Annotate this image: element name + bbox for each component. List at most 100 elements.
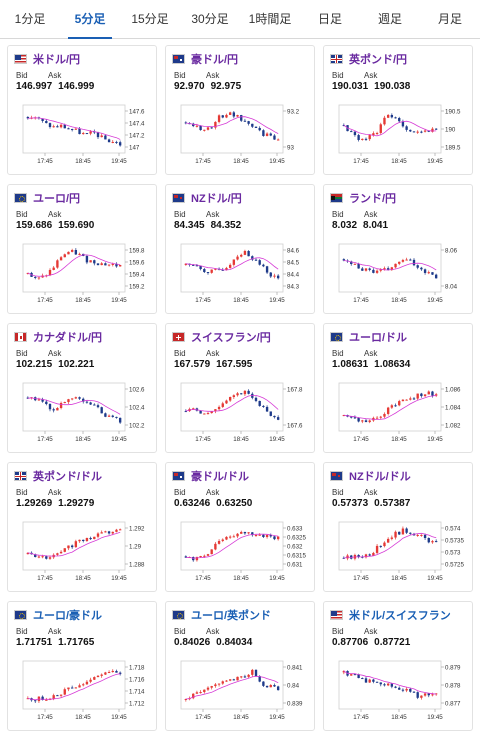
x-tick-label: 19:45 (427, 158, 443, 165)
tab-6[interactable]: 週足 (377, 12, 402, 26)
candle-up (221, 681, 224, 684)
rate-card[interactable]: スイスフラン/円 Bid Ask 167.579 167.595 167.8 167.6 17… (165, 323, 315, 453)
card-header: 豪ドル/ドル (172, 468, 249, 484)
candle-down (63, 124, 66, 129)
candlestick-chart[interactable]: 1.292 1.29 1.288 17:45 18:45 19:45 (13, 518, 151, 588)
rate-card[interactable]: カナダドル/円 Bid Ask 102.215 102.221 102.6 102.4 102… (7, 323, 157, 453)
rate-card[interactable]: 英ポンド/円 Bid Ask 190.031 190.038 190.5 190 189.5 1… (323, 45, 473, 175)
tab-2[interactable]: 15分足 (131, 12, 169, 26)
candlestick-chart[interactable]: 8.06 8.04 17:45 18:45 19:45 (329, 240, 467, 310)
candle-down (104, 263, 107, 266)
candle-down (41, 118, 44, 122)
quote-labels: Bid Ask (16, 488, 80, 497)
candle-down (269, 133, 272, 136)
candlestick-chart[interactable]: 147.6 147.4 147.2 147 17:45 18:45 19:45 (13, 101, 151, 171)
rate-card[interactable]: 米ドル/スイスフラン Bid Ask 0.87706 0.87721 0.879 0.878… (323, 601, 473, 731)
nz-flag-icon (172, 193, 185, 203)
rate-card[interactable]: NZドル/円 Bid Ask 84.345 84.352 84.6 84.5 84.4 84.3… (165, 184, 315, 314)
candlestick-chart[interactable]: 0.841 0.84 0.839 17:45 18:45 19:45 (171, 657, 309, 727)
x-tick-label: 17:45 (195, 714, 211, 721)
candle-up (104, 531, 107, 533)
candle-down (405, 528, 408, 533)
candle-down (394, 686, 397, 688)
eu-flag-icon (330, 332, 343, 342)
candle-down (409, 532, 412, 534)
candle-up (63, 689, 66, 695)
candle-down (409, 259, 412, 261)
pair-name[interactable]: ランド/円 (349, 193, 397, 205)
rate-card[interactable]: ユーロ/豪ドル Bid Ask 1.71751 1.71765 1.718 1.716 1.7… (7, 601, 157, 731)
candle-up (210, 686, 213, 688)
candlestick-chart[interactable]: 0.574 0.5735 0.573 0.5725 17:45 18:45 19:45 (329, 518, 467, 588)
tab-4[interactable]: 1時間足 (248, 12, 292, 26)
candlestick-chart[interactable]: 0.879 0.878 0.877 17:45 18:45 19:45 (329, 657, 467, 727)
quote-labels: Bid Ask (332, 349, 396, 358)
au-flag-icon (172, 54, 185, 64)
pair-name[interactable]: 英ポンド/ドル (33, 471, 103, 483)
candlestick-chart[interactable]: 93.2 93 17:45 18:45 19:45 (171, 101, 309, 171)
candlestick-chart[interactable]: 159.8 159.6 159.4 159.2 17:45 18:45 19:45 (13, 240, 151, 310)
y-tick-label: 84.5 (287, 260, 300, 267)
rate-card[interactable]: 豪ドル/ドル Bid Ask 0.63246 0.63250 0.633 0.6325 0.6… (165, 462, 315, 592)
candle-down (34, 700, 37, 702)
candlestick-chart[interactable]: 102.6 102.4 102.2 17:45 18:45 19:45 (13, 379, 151, 449)
quote-values: 190.031 190.038 (332, 81, 410, 92)
tab-3[interactable]: 30分足 (191, 12, 229, 26)
y-tick-label: 1.718 (129, 665, 145, 672)
candle-down (243, 676, 247, 678)
candle-down (398, 531, 401, 535)
candle-up (214, 268, 217, 270)
pair-name[interactable]: 英ポンド/円 (349, 54, 408, 66)
card-header: 英ポンド/ドル (14, 468, 102, 484)
candle-down (427, 130, 430, 132)
candle-down (431, 272, 434, 275)
rate-card[interactable]: ユーロ/ドル Bid Ask 1.08631 1.08634 1.086 1.084 1.08… (323, 323, 473, 453)
rate-card[interactable]: ユーロ/英ポンド Bid Ask 0.84026 0.84034 0.841 0.84 0.8… (165, 601, 315, 731)
rate-card[interactable]: NZドル/ドル Bid Ask 0.57373 0.57387 0.574 0.5735 0.… (323, 462, 473, 592)
candle-down (199, 125, 202, 131)
pair-name[interactable]: ユーロ/ドル (349, 332, 408, 344)
candlestick-chart[interactable]: 1.718 1.716 1.714 1.712 17:45 18:45 19:45 (13, 657, 151, 727)
x-tick-label: 17:45 (37, 158, 53, 165)
candlestick-chart[interactable]: 84.6 84.5 84.4 84.3 17:45 18:45 19:45 (171, 240, 309, 310)
tab-5[interactable]: 日足 (317, 12, 342, 26)
bid-label: Bid (174, 210, 186, 219)
pair-name[interactable]: NZドル/円 (191, 193, 242, 205)
pair-name[interactable]: NZドル/ドル (349, 471, 411, 483)
pair-name[interactable]: 豪ドル/ドル (191, 471, 250, 483)
pair-name[interactable]: ユーロ/英ポンド (191, 610, 272, 622)
rate-card[interactable]: ランド/円 Bid Ask 8.032 8.041 8.06 8.04 17:45 18:45 1… (323, 184, 473, 314)
candlestick-chart[interactable]: 1.086 1.084 1.082 17:45 18:45 19:45 (329, 379, 467, 449)
candle-up (221, 403, 224, 407)
candle-down (100, 407, 103, 414)
candle-down (423, 534, 427, 539)
pair-name[interactable]: 米ドル/円 (33, 54, 81, 66)
plot-area (22, 243, 126, 293)
x-tick-label: 18:45 (75, 297, 91, 304)
tab-1[interactable]: 5分足 (60, 0, 120, 39)
candle-up (427, 272, 430, 274)
tab-7[interactable]: 月足 (437, 12, 462, 26)
candle-up (361, 420, 364, 422)
plot-area (338, 660, 442, 710)
candle-up (398, 401, 401, 406)
candlestick-chart[interactable]: 167.8 167.6 17:45 18:45 19:45 (171, 379, 309, 449)
pair-name[interactable]: カナダドル/円 (33, 332, 103, 344)
pair-name[interactable]: 米ドル/スイスフラン (349, 610, 451, 622)
tab-0[interactable]: 1分足 (14, 12, 46, 26)
pair-name[interactable]: 豪ドル/円 (191, 54, 239, 66)
rate-card[interactable]: 英ポンド/ドル Bid Ask 1.29269 1.29279 1.292 1.29 1.28… (7, 462, 157, 592)
rate-card[interactable]: 米ドル/円 Bid Ask 146.997 146.999 147.6 147.4 147.2… (7, 45, 157, 175)
plot-area (338, 104, 442, 154)
pair-name[interactable]: ユーロ/豪ドル (33, 610, 103, 622)
bid-label: Bid (16, 349, 28, 358)
pair-name[interactable]: スイスフラン/円 (191, 332, 271, 344)
candle-down (416, 692, 419, 698)
candlestick-chart[interactable]: 0.633 0.6325 0.632 0.6315 0.631 17:45 18:45 19:… (171, 518, 309, 588)
candlestick-chart[interactable]: 190.5 190 189.5 17:45 18:45 19:45 (329, 101, 467, 171)
ask-label: Ask (364, 627, 378, 636)
rate-card[interactable]: ユーロ/円 Bid Ask 159.686 159.690 159.8 159.6 159.4… (7, 184, 157, 314)
pair-name[interactable]: ユーロ/円 (33, 193, 81, 205)
rate-card[interactable]: 豪ドル/円 Bid Ask 92.970 92.975 93.2 93 17:45 18:45 1… (165, 45, 315, 175)
candle-down (390, 114, 394, 118)
